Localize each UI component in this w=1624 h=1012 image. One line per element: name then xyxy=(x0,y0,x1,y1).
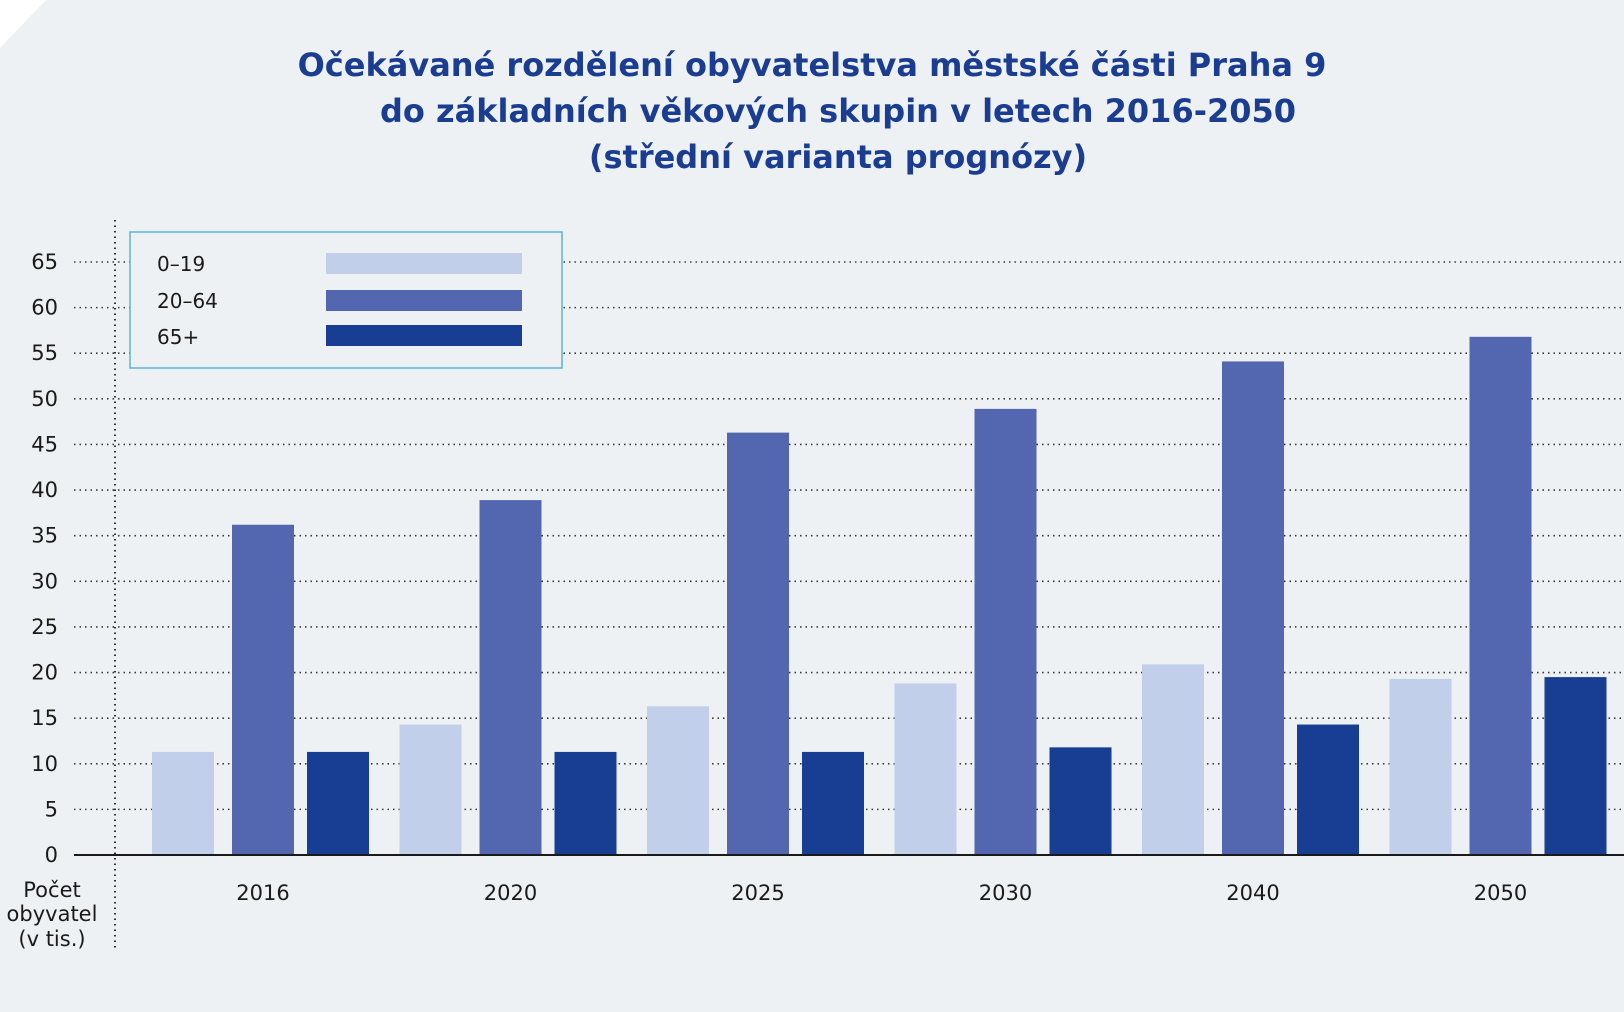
bar-2016-20-64 xyxy=(232,524,294,855)
y-tick-label-25: 25 xyxy=(31,615,58,639)
unit-label-line-3: (v tis.) xyxy=(18,927,85,951)
bar-2016-0-19 xyxy=(152,751,214,855)
legend-swatch-65-plus xyxy=(326,325,522,346)
y-tick-labels: 0 5 10 15 20 25 30 35 40 45 50 55 60 65 xyxy=(31,250,58,867)
bar-2030-20-64 xyxy=(974,408,1037,855)
y-tick-label-60: 60 xyxy=(31,296,58,320)
x-tick-label-2016: 2016 xyxy=(236,881,289,905)
y-tick-label-35: 35 xyxy=(31,524,58,548)
y-tick-label-50: 50 xyxy=(31,387,58,411)
title-line-3: (střední varianta prognózy) xyxy=(589,138,1087,176)
y-tick-label-55: 55 xyxy=(31,341,58,365)
y-tick-label-10: 10 xyxy=(31,752,58,776)
legend-label-65-plus: 65+ xyxy=(157,325,199,349)
y-tick-label-0: 0 xyxy=(45,843,58,867)
title-line-1: Očekávané rozdělení obyvatelstva městské… xyxy=(298,46,1327,84)
y-tick-label-65: 65 xyxy=(31,250,58,274)
bar-2050-20-64 xyxy=(1469,336,1532,856)
corner-fold xyxy=(0,0,46,48)
bar-2020-0-19 xyxy=(399,724,462,855)
y-axis-unit-label: Počet obyvatel (v tis.) xyxy=(7,878,98,951)
x-tick-label-2050: 2050 xyxy=(1474,881,1527,905)
y-tick-label-5: 5 xyxy=(45,797,58,821)
bar-2025-65- xyxy=(802,751,864,855)
bar-2025-0-19 xyxy=(647,706,709,855)
legend: 0–19 20–64 65+ xyxy=(129,231,563,369)
legend-label-20-64: 20–64 xyxy=(157,289,218,313)
legend-swatch-20-64 xyxy=(326,290,522,311)
legend-swatch-0-19 xyxy=(326,253,522,274)
legend-label-0-19: 0–19 xyxy=(157,252,205,276)
bar-2050-65- xyxy=(1544,677,1607,855)
bars xyxy=(152,336,1607,856)
bar-2020-20-64 xyxy=(479,500,542,855)
bar-2040-20-64 xyxy=(1222,361,1284,855)
x-tick-label-2020: 2020 xyxy=(484,881,537,905)
x-tick-label-2030: 2030 xyxy=(979,881,1032,905)
bar-2040-0-19 xyxy=(1142,664,1204,855)
x-tick-label-2040: 2040 xyxy=(1226,881,1279,905)
bar-2016-65- xyxy=(307,751,369,855)
chart-title: Očekávané rozdělení obyvatelstva městské… xyxy=(298,46,1327,176)
bar-2025-20-64 xyxy=(727,432,789,855)
y-tick-label-15: 15 xyxy=(31,706,58,730)
title-line-2: do základních věkových skupin v letech 2… xyxy=(380,92,1296,130)
bar-2030-65- xyxy=(1049,747,1112,855)
unit-label-line-2: obyvatel xyxy=(7,902,98,926)
x-tick-label-2025: 2025 xyxy=(731,881,784,905)
bar-2020-65- xyxy=(554,751,617,855)
unit-label-line-1: Počet xyxy=(23,878,80,902)
bar-2030-0-19 xyxy=(894,683,957,855)
x-tick-labels: 2016 2020 2025 2030 2040 2050 xyxy=(236,881,1527,905)
y-tick-label-30: 30 xyxy=(31,569,58,593)
bar-2040-65- xyxy=(1297,724,1359,855)
bar-2050-0-19 xyxy=(1389,678,1452,855)
y-tick-label-40: 40 xyxy=(31,478,58,502)
y-tick-label-45: 45 xyxy=(31,432,58,456)
y-tick-label-20: 20 xyxy=(31,661,58,685)
